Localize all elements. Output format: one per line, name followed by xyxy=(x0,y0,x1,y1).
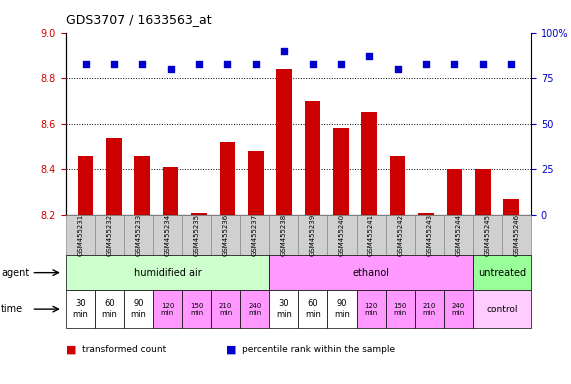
Text: 120
min: 120 min xyxy=(161,303,174,316)
Text: 30
min: 30 min xyxy=(73,300,88,319)
Text: GSM455238: GSM455238 xyxy=(281,214,287,257)
Text: GSM455244: GSM455244 xyxy=(455,214,461,256)
Text: 150
min: 150 min xyxy=(393,303,407,316)
Point xyxy=(336,61,345,67)
Bar xyxy=(163,167,179,215)
Point xyxy=(506,61,516,67)
Text: GSM455232: GSM455232 xyxy=(106,214,112,256)
Text: 240
min: 240 min xyxy=(248,303,262,316)
Point xyxy=(365,53,374,60)
Bar xyxy=(248,151,264,215)
Bar xyxy=(276,69,292,215)
Text: 150
min: 150 min xyxy=(190,303,203,316)
Point xyxy=(280,48,289,54)
Point xyxy=(166,66,175,72)
Text: GSM455231: GSM455231 xyxy=(77,214,83,257)
Text: GSM455246: GSM455246 xyxy=(513,214,520,256)
Point xyxy=(308,61,317,67)
Bar xyxy=(475,169,490,215)
Point xyxy=(81,61,90,67)
Bar xyxy=(78,156,93,215)
Text: 30
min: 30 min xyxy=(276,300,292,319)
Bar xyxy=(191,213,207,215)
Text: 60
min: 60 min xyxy=(305,300,321,319)
Bar xyxy=(305,101,320,215)
Text: 210
min: 210 min xyxy=(219,303,232,316)
Point xyxy=(393,66,402,72)
Text: GSM455240: GSM455240 xyxy=(339,214,345,256)
Text: 90
min: 90 min xyxy=(334,300,350,319)
Text: time: time xyxy=(1,304,23,314)
Text: GSM455235: GSM455235 xyxy=(194,214,199,256)
Text: control: control xyxy=(486,305,518,314)
Text: GSM455233: GSM455233 xyxy=(135,214,142,257)
Bar xyxy=(333,128,349,215)
Bar xyxy=(106,137,122,215)
Text: ethanol: ethanol xyxy=(352,268,389,278)
Text: humidified air: humidified air xyxy=(134,268,202,278)
Point xyxy=(109,61,118,67)
Text: percentile rank within the sample: percentile rank within the sample xyxy=(242,345,395,354)
Text: GSM455234: GSM455234 xyxy=(164,214,171,256)
Text: GSM455236: GSM455236 xyxy=(223,214,228,257)
Point xyxy=(450,61,459,67)
Point xyxy=(223,61,232,67)
Text: GDS3707 / 1633563_at: GDS3707 / 1633563_at xyxy=(66,13,211,26)
Point xyxy=(195,61,204,67)
Text: untreated: untreated xyxy=(478,268,526,278)
Bar xyxy=(418,213,434,215)
Text: 120
min: 120 min xyxy=(364,303,378,316)
Bar xyxy=(361,113,377,215)
Bar xyxy=(447,169,462,215)
Point xyxy=(421,61,431,67)
Text: GSM455241: GSM455241 xyxy=(368,214,374,256)
Text: 90
min: 90 min xyxy=(130,300,146,319)
Text: ■: ■ xyxy=(226,344,236,354)
Bar xyxy=(504,199,519,215)
Point xyxy=(251,61,260,67)
Text: GSM455237: GSM455237 xyxy=(252,214,258,257)
Text: GSM455242: GSM455242 xyxy=(397,214,403,256)
Text: 210
min: 210 min xyxy=(423,303,436,316)
Point xyxy=(138,61,147,67)
Text: 60
min: 60 min xyxy=(102,300,117,319)
Text: GSM455245: GSM455245 xyxy=(484,214,490,256)
Text: agent: agent xyxy=(1,268,29,278)
Bar xyxy=(390,156,405,215)
Text: ■: ■ xyxy=(66,344,76,354)
Text: transformed count: transformed count xyxy=(82,345,166,354)
Point xyxy=(478,61,488,67)
Text: GSM455239: GSM455239 xyxy=(310,214,316,257)
Bar xyxy=(135,156,150,215)
Text: GSM455243: GSM455243 xyxy=(426,214,432,256)
Bar xyxy=(220,142,235,215)
Text: 240
min: 240 min xyxy=(452,303,465,316)
